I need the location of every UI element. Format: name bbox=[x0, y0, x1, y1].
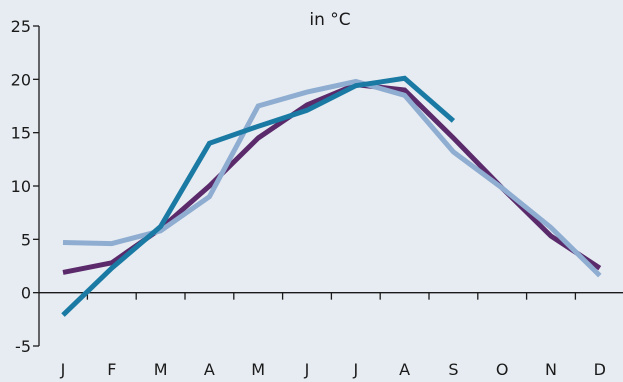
y-tick-label: 15 bbox=[11, 124, 31, 143]
y-axis-ticks: -5 0 5 10 15 20 25 bbox=[11, 17, 39, 356]
x-tick-label: J bbox=[304, 360, 310, 379]
x-tick-label: A bbox=[204, 360, 215, 379]
x-tick-label: D bbox=[594, 360, 606, 379]
y-tick-label: 25 bbox=[11, 17, 31, 36]
y-tick-label: 20 bbox=[11, 70, 31, 89]
y-tick-label: 0 bbox=[21, 284, 31, 303]
x-tick-label: A bbox=[399, 360, 410, 379]
chart-title: in °C bbox=[309, 10, 350, 30]
x-tick-label: M bbox=[154, 360, 168, 379]
x-tick-label: J bbox=[60, 360, 66, 379]
series-line-2 bbox=[62, 78, 602, 278]
y-tick-label: -5 bbox=[15, 337, 31, 356]
x-tick-label: J bbox=[352, 360, 358, 379]
x-tick-label: S bbox=[448, 360, 458, 379]
y-tick-label: 10 bbox=[11, 177, 31, 196]
y-tick-label: 5 bbox=[21, 230, 31, 249]
x-tick-label: N bbox=[545, 360, 557, 379]
series-lines bbox=[61, 75, 602, 317]
series-line-3 bbox=[61, 75, 456, 317]
x-tick-label: M bbox=[251, 360, 265, 379]
x-tick-label: O bbox=[496, 360, 509, 379]
x-tick-label: F bbox=[107, 360, 116, 379]
